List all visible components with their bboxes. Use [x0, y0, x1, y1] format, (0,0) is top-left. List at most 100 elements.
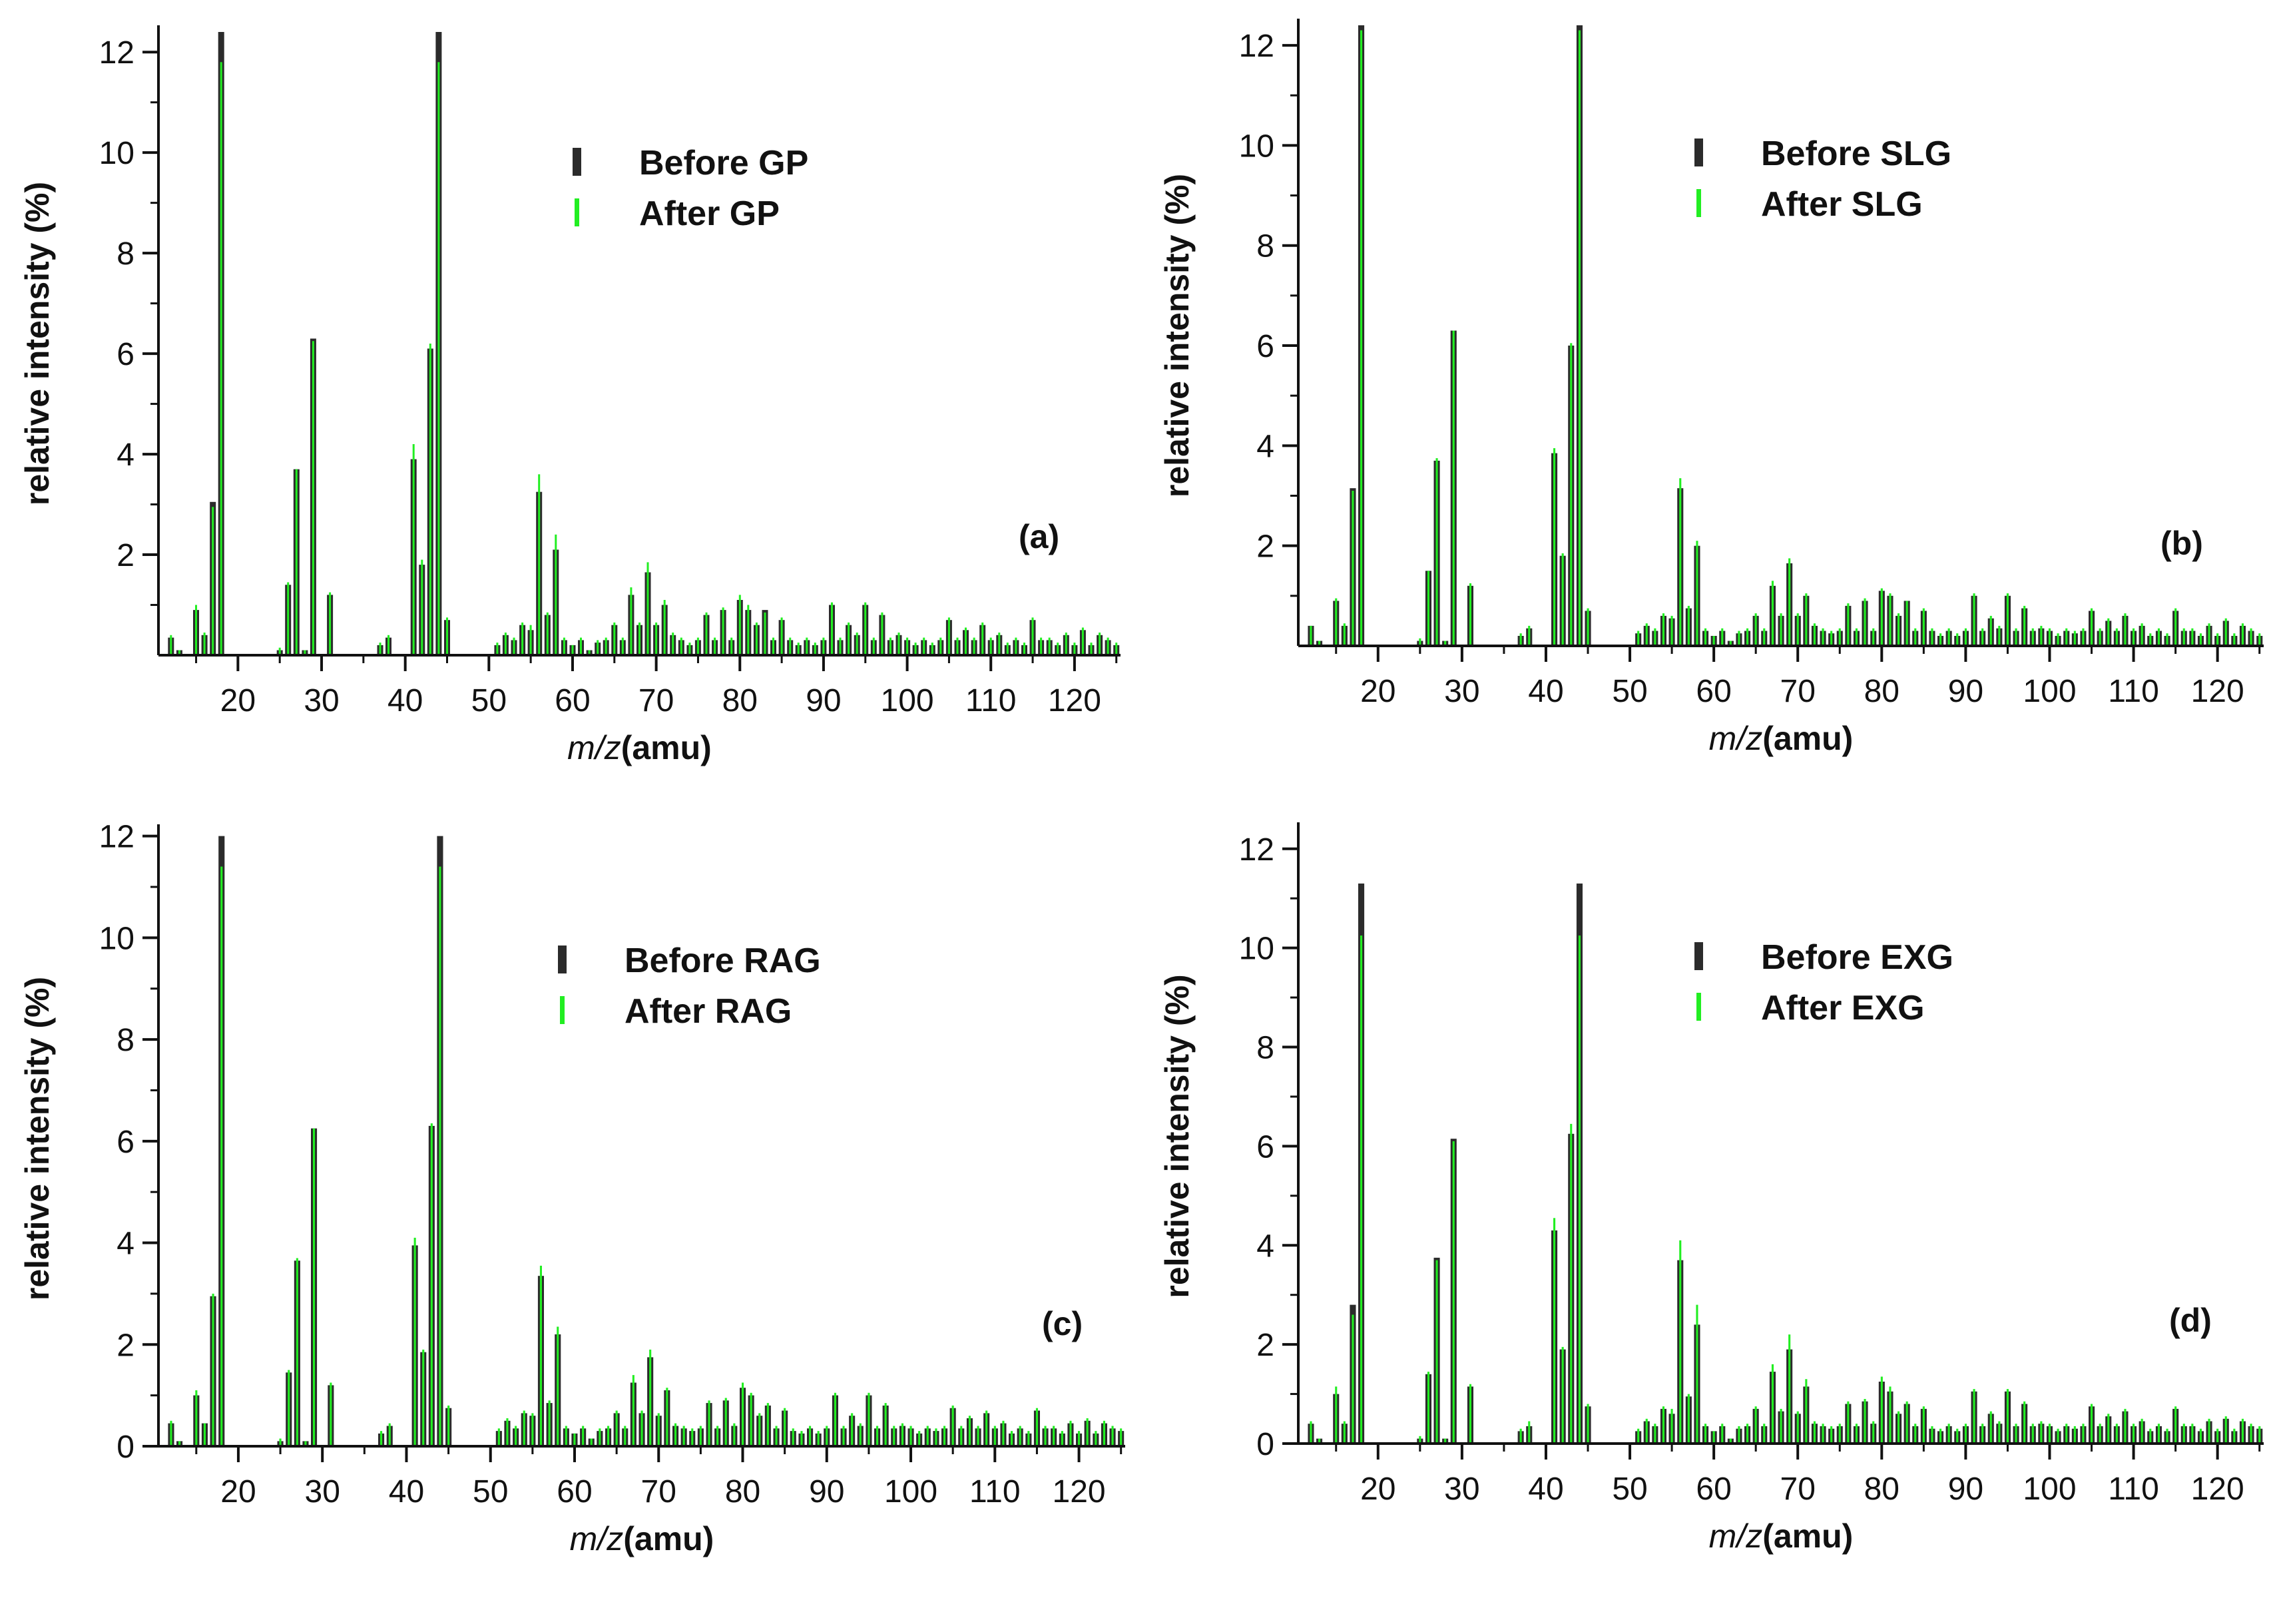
bar-after — [1964, 628, 1967, 646]
bar-after — [926, 1426, 929, 1446]
legend-swatch-after — [1696, 993, 1701, 1021]
bar-after — [730, 637, 733, 655]
bar-after — [764, 612, 766, 655]
x-tick-label: 60 — [555, 683, 590, 718]
bar-after — [1939, 633, 1942, 646]
bar-after — [1427, 1372, 1429, 1444]
bar-after — [2048, 628, 2051, 646]
y-tick-label: 12 — [1239, 29, 1274, 64]
bar-after — [178, 650, 180, 655]
bar-after — [755, 622, 758, 655]
x-tick-label: 80 — [1864, 674, 1899, 709]
bar-after — [1023, 643, 1025, 655]
bar-after — [1838, 1424, 1841, 1444]
bar-after — [1855, 628, 1858, 646]
bar-after — [1065, 633, 1067, 655]
legend-swatch-before — [1694, 138, 1703, 166]
bar-after — [1864, 598, 1866, 646]
bar-after — [1670, 1408, 1673, 1444]
bar-after — [1830, 631, 1833, 646]
bar-after — [1553, 448, 1556, 646]
bar-after — [1738, 631, 1740, 646]
panel-c: 0 2 4 6 8 10 12 20 30 40 50 60 70 80 90 100 110 120 m/z(am… — [19, 820, 1125, 1557]
bar-after — [580, 637, 582, 655]
bar-after — [2082, 1424, 2085, 1444]
bar-after — [923, 637, 925, 655]
bar-after — [1855, 1424, 1858, 1444]
bar-after — [901, 1423, 903, 1446]
bar-after — [588, 650, 591, 655]
bar-after — [1469, 583, 1471, 646]
y-tick-label: 10 — [99, 921, 134, 956]
bar-after — [1989, 615, 1992, 646]
bar-after — [1103, 1420, 1105, 1446]
bar-after — [817, 1431, 820, 1446]
bar-after — [1637, 631, 1640, 646]
bar-after — [2149, 1428, 2152, 1444]
bar-after — [1011, 1431, 1013, 1446]
bar-after — [1931, 1426, 1933, 1444]
bar-after — [597, 640, 599, 655]
bar-after — [312, 341, 314, 655]
bar-after — [504, 633, 507, 655]
y-tick-label: 8 — [1256, 1031, 1274, 1066]
bar-after — [2065, 628, 2068, 646]
bar-after — [1964, 1424, 1967, 1444]
bar-after — [831, 602, 833, 655]
bar-after — [413, 1237, 416, 1446]
bar-after — [555, 534, 557, 655]
x-tick-label: 110 — [965, 683, 1017, 718]
bar-after — [947, 617, 950, 655]
y-tick-label: 4 — [1256, 429, 1274, 464]
y-tick-label: 0 — [117, 1430, 134, 1465]
bar-after — [960, 1426, 963, 1446]
panel-tag: (a) — [1019, 518, 1059, 555]
bar-after — [613, 622, 616, 655]
bar-after — [851, 1413, 854, 1446]
legend-swatch-after — [560, 996, 565, 1024]
bar-after — [313, 1128, 316, 1446]
bar-after — [279, 1438, 282, 1446]
bar-after — [939, 637, 942, 655]
legend-swatch-after — [575, 198, 579, 226]
bar-after — [1880, 1376, 1883, 1444]
y-tick-label: 6 — [1256, 329, 1274, 364]
bar-after — [1847, 603, 1850, 646]
bar-after — [1086, 1418, 1089, 1446]
bar-after — [1335, 1386, 1338, 1444]
bar-after — [638, 622, 640, 655]
bar-after — [1444, 641, 1447, 646]
x-tick-label: 20 — [220, 1474, 256, 1509]
bar-after — [1111, 1426, 1114, 1446]
bar-after — [624, 1426, 627, 1446]
bar-after — [565, 1426, 567, 1446]
x-tick-label: 90 — [806, 683, 841, 718]
bar-after — [1905, 601, 1908, 646]
bar-after — [1981, 1424, 1984, 1444]
bar-after — [1931, 628, 1933, 646]
bar-after — [497, 1428, 500, 1446]
bar-after — [1696, 1304, 1698, 1444]
legend-label-before: Before GP — [639, 144, 808, 182]
bar-after — [1452, 330, 1455, 646]
bar-after — [2258, 1426, 2261, 1444]
bar-after — [1754, 613, 1757, 646]
bar-after — [2166, 633, 2168, 646]
x-axis-title: m/z(amu) — [567, 729, 712, 766]
bar-after — [1069, 1420, 1072, 1446]
bar-after — [1780, 1408, 1782, 1444]
x-tick-label: 100 — [2023, 674, 2076, 709]
y-axis-title: relative intensity (%) — [1158, 974, 1196, 1298]
x-tick-label: 100 — [884, 1474, 937, 1509]
bar-after — [2133, 628, 2135, 646]
bar-after — [1712, 636, 1715, 646]
bar-after — [792, 1428, 794, 1446]
bar-after — [724, 1398, 727, 1446]
y-axis-title: relative intensity (%) — [19, 977, 56, 1300]
x-tick-label: 90 — [1948, 1472, 1983, 1507]
bar-after — [412, 444, 415, 655]
y-tick-label: 6 — [1256, 1129, 1274, 1165]
bar-after — [1998, 625, 2001, 646]
bar-after — [1763, 1424, 1766, 1444]
bar-after — [2048, 1424, 2051, 1444]
